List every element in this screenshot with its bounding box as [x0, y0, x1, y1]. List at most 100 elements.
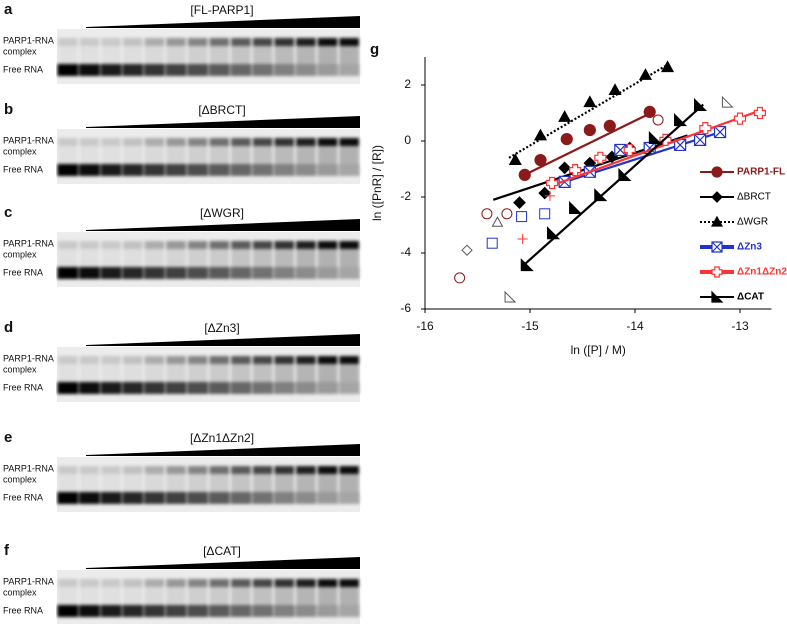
complex-band [231, 466, 251, 474]
free-label: Free RNA [3, 64, 43, 74]
smear [166, 587, 186, 605]
smear [296, 587, 316, 605]
panel-title: [ΔBRCT] [198, 103, 245, 117]
point [533, 128, 548, 141]
smear [58, 46, 78, 64]
complex-band [274, 38, 294, 46]
free-band [208, 64, 230, 76]
complex-band [317, 466, 338, 474]
free-band [252, 605, 273, 617]
complex-band [317, 356, 338, 364]
free-band [79, 492, 100, 504]
smear [296, 46, 316, 64]
smear [317, 146, 338, 164]
complex-band [166, 138, 186, 146]
free-band [338, 64, 360, 76]
smear [79, 587, 100, 605]
complex-band [209, 579, 230, 587]
point [569, 164, 582, 177]
complex-band [123, 579, 143, 587]
complex-band [339, 138, 359, 146]
legend-marker [711, 166, 723, 178]
label-backdrop [0, 352, 56, 397]
point [594, 188, 608, 202]
smear [79, 46, 100, 64]
complex-band [296, 466, 316, 474]
point [699, 122, 712, 135]
smear [79, 474, 100, 492]
complex-band [79, 38, 100, 46]
free-band [338, 605, 360, 617]
free-band [273, 164, 295, 176]
complex-band [274, 241, 294, 249]
free-band [187, 605, 209, 617]
smear [101, 364, 121, 382]
free-band [187, 64, 209, 76]
smear [317, 474, 338, 492]
complex-band [166, 241, 186, 249]
complex-band [274, 356, 294, 364]
free-band [252, 64, 273, 76]
smear [166, 46, 186, 64]
complex-band [123, 356, 143, 364]
free-band [252, 164, 273, 176]
free-band [208, 492, 230, 504]
point [558, 161, 571, 175]
complex-band [274, 579, 294, 587]
concentration-wedge [86, 16, 360, 28]
smear [231, 364, 251, 382]
complex-band [317, 241, 338, 249]
gel-lanes [57, 38, 360, 76]
complex-band [123, 466, 143, 474]
complex-band [187, 579, 208, 587]
smear [79, 249, 100, 267]
free-band [252, 492, 273, 504]
free-band [295, 164, 317, 176]
legend-label: ΔWGR [737, 217, 768, 228]
complex-band [231, 579, 251, 587]
complex-band [187, 466, 208, 474]
point [614, 143, 627, 157]
free-band [57, 64, 79, 76]
complex-label: complex [3, 146, 37, 156]
smear [209, 364, 230, 382]
complex-band [123, 241, 143, 249]
point [517, 234, 528, 244]
panel-title: [ΔZn3] [204, 321, 239, 335]
legend-marker [711, 191, 723, 203]
free-band [295, 64, 317, 76]
free-band [144, 267, 165, 279]
smear [58, 474, 78, 492]
smear [58, 587, 78, 605]
smear [252, 587, 273, 605]
complex-band [296, 138, 316, 146]
smear [58, 364, 78, 382]
legend-label: ΔBRCT [737, 192, 771, 203]
complex-band [209, 356, 230, 364]
complex-band [58, 138, 78, 146]
smear [144, 249, 165, 267]
smear [296, 249, 316, 267]
smear [252, 474, 273, 492]
smear [231, 474, 251, 492]
smear [274, 474, 294, 492]
complex-band [101, 466, 121, 474]
free-band [122, 64, 144, 76]
smear [274, 249, 294, 267]
point [486, 237, 498, 249]
free-band [122, 492, 144, 504]
complex-band [231, 138, 251, 146]
free-band [79, 382, 100, 394]
complex-band [144, 38, 165, 46]
y-tick-label: 2 [404, 77, 411, 91]
smear [58, 249, 78, 267]
complex-band [252, 138, 273, 146]
smear [296, 474, 316, 492]
chart-g: g -16 -15 -14 -13 -6 -4 -2 0 2 ln ([P] / M) ln ([Pn… [370, 41, 787, 357]
complex-band [101, 579, 121, 587]
label-backdrop [0, 575, 56, 620]
complex-label: PARP1-RNA [3, 35, 54, 45]
smear [144, 46, 165, 64]
smear [144, 587, 165, 605]
complex-band [79, 138, 100, 146]
